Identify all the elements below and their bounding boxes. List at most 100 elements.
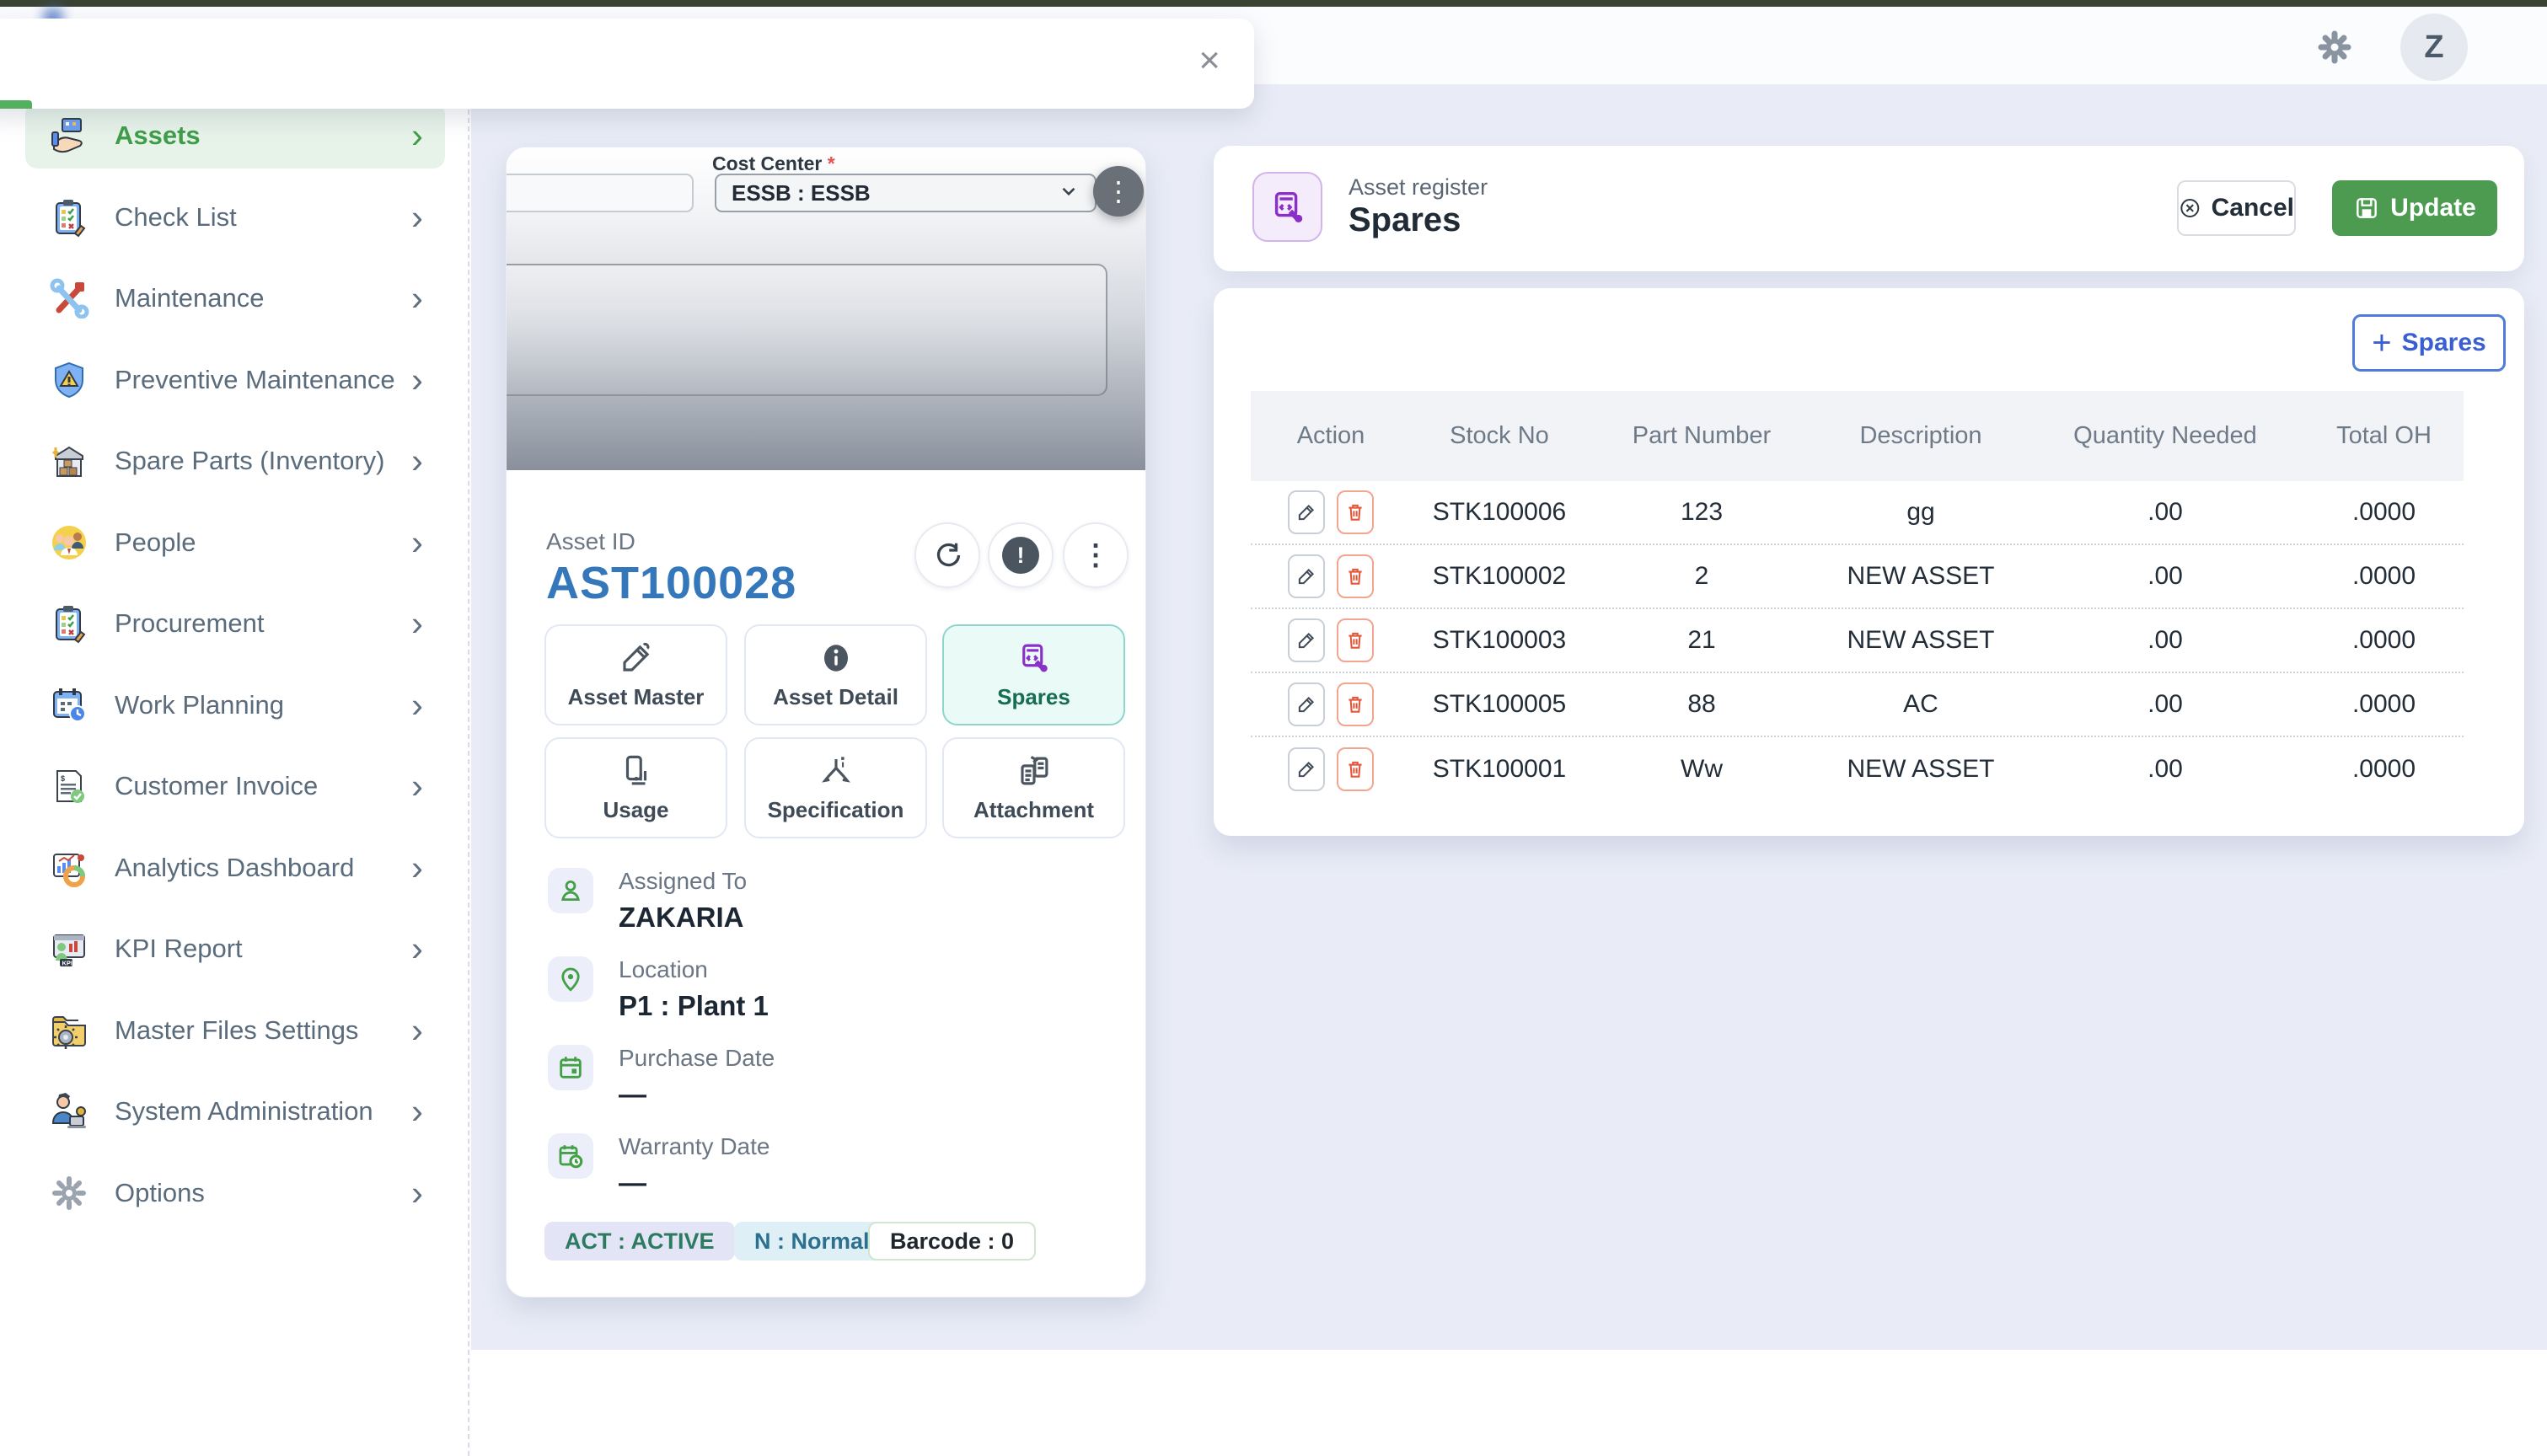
sidebar-item-system-administration[interactable]: System Administration ›: [25, 1079, 445, 1144]
avatar[interactable]: Z: [2400, 13, 2468, 81]
cell-quantity-needed: .00: [2148, 690, 2183, 718]
sidebar-item-label: Preventive Maintenance: [115, 365, 395, 394]
sidebar-item-customer-invoice[interactable]: $ Customer Invoice ›: [25, 753, 445, 819]
chevron-right-icon: ›: [411, 1173, 423, 1212]
tab-usage[interactable]: Usage: [544, 737, 727, 838]
alert-button[interactable]: !: [988, 522, 1054, 588]
sidebar-item-label: Master Files Settings: [115, 1015, 359, 1045]
info-row-warranty-date: Warranty Date —: [548, 1133, 769, 1199]
sidebar-item-preventive-maintenance[interactable]: Preventive Maintenance ›: [25, 347, 445, 413]
delete-row-button[interactable]: [1337, 682, 1374, 726]
sidebar-item-label: Maintenance: [115, 283, 265, 313]
delete-row-button[interactable]: [1337, 490, 1374, 534]
asset-id-label: Asset ID: [546, 528, 635, 554]
disabled-textarea: [507, 264, 1107, 396]
barcode-badge: Barcode : 0: [868, 1222, 1037, 1261]
info-value: —: [619, 1167, 646, 1198]
table-row: STK100003 21 NEW ASSET .00 .0000: [1251, 609, 2464, 673]
spares-register-icon: [1252, 172, 1322, 242]
trash-icon: [1349, 761, 1362, 778]
sidebar-item-kpi-report[interactable]: KPI KPI Report ›: [25, 916, 445, 982]
edit-row-button[interactable]: [1288, 554, 1325, 598]
table-row: STK100005 88 AC .00 .0000: [1251, 673, 2464, 737]
chevron-right-icon: ›: [411, 848, 423, 887]
edit-row-button[interactable]: [1288, 682, 1325, 726]
add-spares-label: Spares: [2401, 329, 2486, 356]
info-label: Warranty Date: [619, 1133, 770, 1159]
close-icon[interactable]: ×: [1198, 40, 1220, 81]
sidebar-item-procurement[interactable]: Procurement ›: [25, 591, 445, 656]
assets-icon: [49, 115, 89, 156]
sidebar-item-label: Assets: [115, 120, 201, 150]
pencil-icon: [1298, 761, 1315, 778]
cancel-button[interactable]: Cancel: [2177, 180, 2296, 236]
svg-text:KPI: KPI: [62, 960, 73, 967]
column-header-stock-no: Stock No: [1450, 422, 1549, 449]
refresh-button[interactable]: [914, 522, 980, 588]
content-bottom-strip: [471, 1350, 2547, 1456]
sidebar-item-assets[interactable]: Assets ›: [25, 103, 445, 169]
sidebar-item-label: Check List: [115, 202, 237, 232]
sidebar-item-options[interactable]: Options ›: [25, 1160, 445, 1226]
tab-label: Asset Detail: [773, 683, 898, 709]
disabled-form-section: Cost Center * ESSB : ESSB ⋮: [507, 147, 1145, 470]
svg-text:$: $: [61, 774, 65, 783]
delete-row-button[interactable]: [1337, 554, 1374, 598]
cost-center-select[interactable]: ESSB : ESSB: [715, 174, 1097, 212]
sidebar-item-analytics-dashboard[interactable]: Analytics Dashboard ›: [25, 835, 445, 901]
sidebar: Assets › Check List › Maintenance › Prev…: [0, 84, 469, 1456]
delete-row-button[interactable]: [1337, 747, 1374, 791]
tab-asset-detail[interactable]: Asset Detail: [744, 624, 927, 725]
add-spares-button[interactable]: + Spares: [2352, 314, 2506, 372]
sidebar-item-check-list[interactable]: Check List ›: [25, 185, 445, 250]
update-button[interactable]: Update: [2332, 180, 2497, 236]
cell-total-oh: .0000: [2351, 755, 2416, 783]
documents-icon: [1020, 755, 1048, 784]
more-options-button[interactable]: ⋮: [1063, 522, 1129, 588]
sidebar-item-people[interactable]: People ›: [25, 510, 445, 575]
sidebar-item-work-planning[interactable]: Work Planning ›: [25, 672, 445, 738]
update-label: Update: [2390, 194, 2476, 222]
sidebar-item-label: Spare Parts (Inventory): [115, 446, 385, 475]
sidebar-item-label: KPI Report: [115, 934, 243, 963]
sidebar-item-maintenance[interactable]: Maintenance ›: [25, 265, 445, 331]
cell-description: AC: [1903, 690, 1938, 718]
info-label: Location: [619, 956, 708, 982]
tab-label: Asset Master: [567, 683, 705, 709]
tab-attachment[interactable]: Attachment: [942, 737, 1125, 838]
check-list-icon: [49, 197, 89, 238]
edit-row-button[interactable]: [1288, 747, 1325, 791]
map-pin-icon: [548, 956, 593, 1002]
status-badge: ACT : ACTIVE: [544, 1222, 735, 1261]
chevron-right-icon: ›: [411, 441, 423, 480]
delete-row-button[interactable]: [1337, 618, 1374, 662]
maintenance-icon: [49, 278, 89, 319]
tab-spares[interactable]: Spares: [942, 624, 1125, 725]
settings-gear-icon[interactable]: [2314, 27, 2355, 67]
person-icon: [548, 868, 593, 913]
edit-row-button[interactable]: [1288, 490, 1325, 534]
edit-row-button[interactable]: [1288, 618, 1325, 662]
master-files-settings-icon: [49, 1010, 89, 1051]
cell-quantity-needed: .00: [2148, 498, 2183, 526]
chevron-right-icon: ›: [411, 522, 423, 562]
pencil-icon: [1298, 696, 1315, 713]
chevron-right-icon: ›: [411, 603, 423, 643]
cost-center-label: Cost Center *: [712, 153, 835, 174]
sidebar-item-spare-parts[interactable]: Spare Parts (Inventory) ›: [25, 428, 445, 494]
tab-asset-master[interactable]: Asset Master: [544, 624, 727, 725]
cell-part-number: Ww: [1681, 755, 1723, 783]
info-label: Purchase Date: [619, 1045, 775, 1071]
pencil-icon: [1298, 568, 1315, 585]
sidebar-item-master-files-settings[interactable]: Master Files Settings ›: [25, 998, 445, 1063]
pencil-icon: [1298, 504, 1315, 521]
tab-specification[interactable]: Specification: [744, 737, 927, 838]
spares-table-card: + Spares Action Stock No Part Number Des…: [1214, 288, 2524, 836]
sidebar-item-label: People: [115, 527, 196, 557]
cancel-circle-icon: [2180, 199, 2200, 217]
form-text-input[interactable]: [507, 174, 694, 212]
kebab-menu-button[interactable]: ⋮: [1093, 166, 1144, 217]
required-asterisk: *: [827, 153, 835, 174]
info-value: —: [619, 1079, 646, 1110]
kpi-report-icon: KPI: [49, 929, 89, 969]
